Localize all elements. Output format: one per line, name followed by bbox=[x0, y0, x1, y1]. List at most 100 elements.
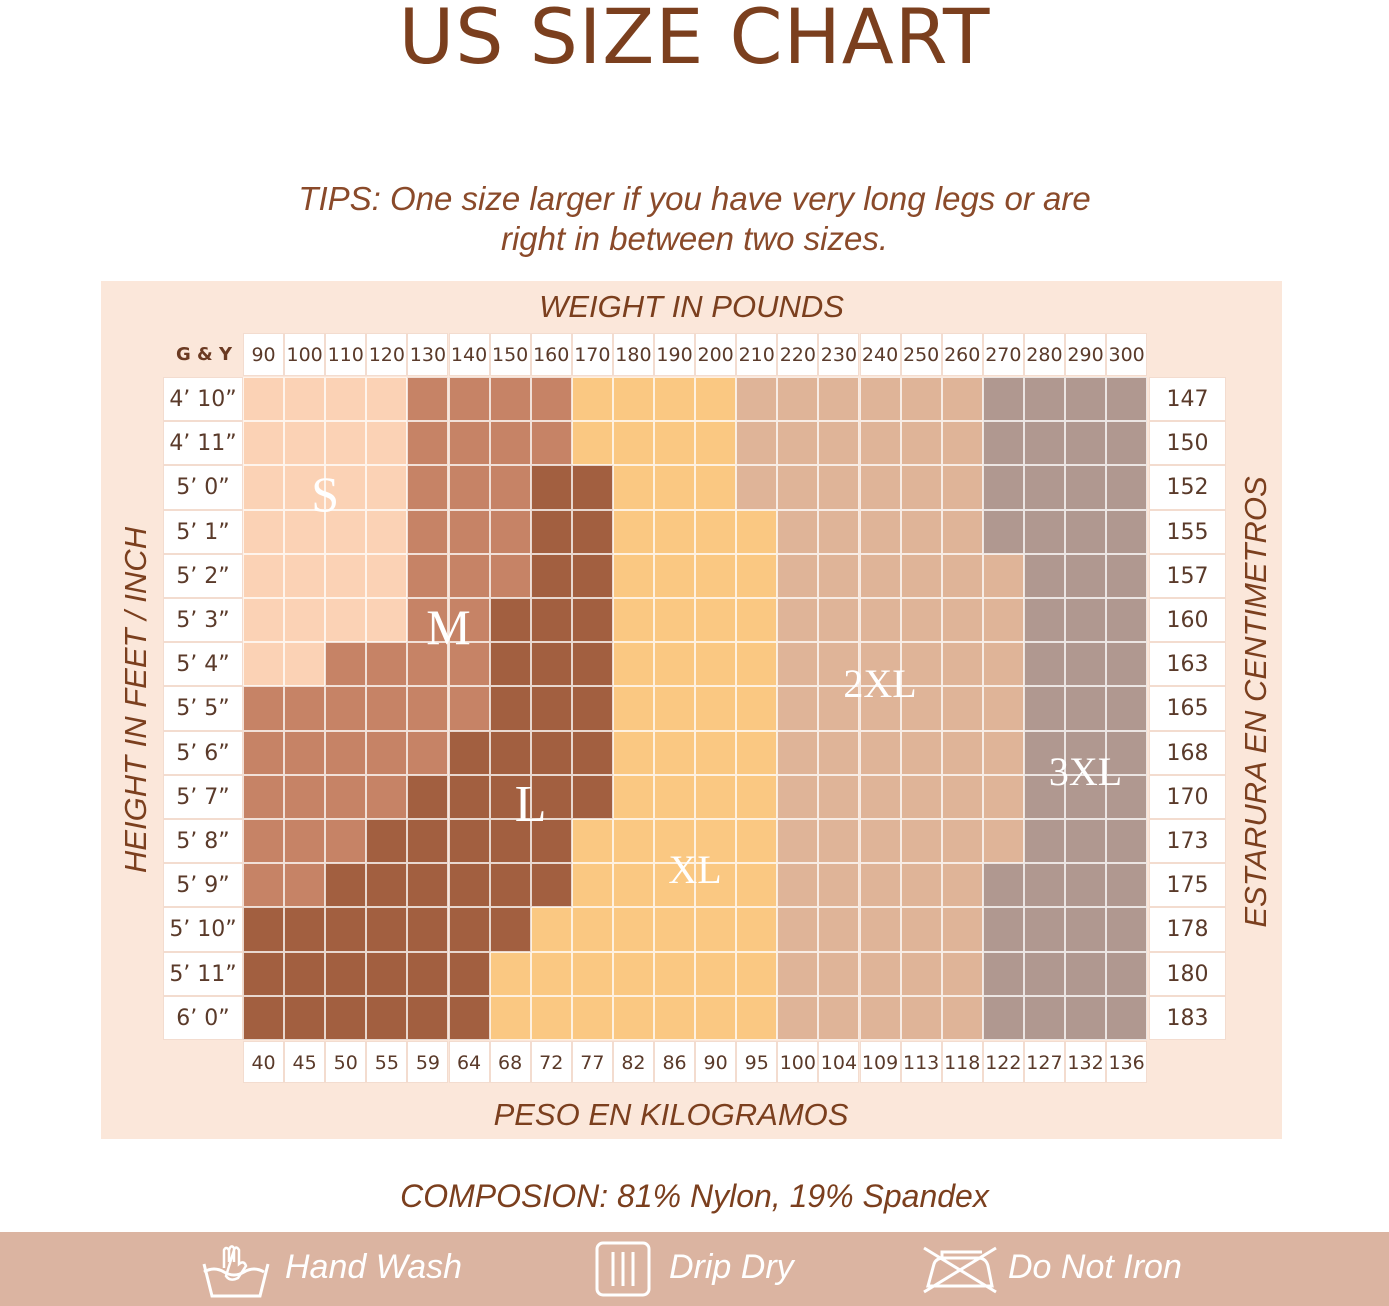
size-cell bbox=[448, 686, 490, 731]
size-cell bbox=[654, 509, 696, 554]
weight-kg-footer-cell bbox=[243, 1041, 285, 1083]
weight-kg-footer-cell bbox=[777, 1041, 819, 1083]
size-cell bbox=[736, 642, 778, 687]
size-cell bbox=[612, 598, 654, 643]
height-ft-cell bbox=[163, 598, 243, 643]
height-ft-label: 5’ 9” bbox=[176, 873, 230, 899]
page-title: US SIZE CHART bbox=[398, 0, 991, 81]
size-cell bbox=[982, 465, 1024, 510]
size-cell bbox=[941, 509, 983, 554]
height-cm-label: 163 bbox=[1166, 652, 1209, 678]
size-label-xl: XL bbox=[668, 846, 722, 892]
weight-lb-header-cell bbox=[654, 333, 696, 376]
size-cell bbox=[407, 509, 449, 554]
size-cell bbox=[777, 730, 819, 775]
height-cm-label: 175 bbox=[1166, 873, 1209, 899]
size-cell bbox=[612, 951, 654, 996]
size-cell bbox=[243, 995, 285, 1040]
size-cell bbox=[407, 598, 449, 643]
tips-line-1: TIPS: One size larger if you have very l… bbox=[298, 180, 1091, 217]
height-ft-cell bbox=[163, 995, 243, 1040]
height-cm-label: 165 bbox=[1166, 696, 1209, 722]
size-cell bbox=[859, 509, 901, 554]
size-cell bbox=[1106, 819, 1148, 864]
weight-lb-label: 280 bbox=[1026, 344, 1063, 366]
size-cell bbox=[941, 819, 983, 864]
height-cm-cell bbox=[1149, 951, 1226, 996]
size-cell bbox=[325, 819, 367, 864]
size-cell bbox=[1023, 598, 1065, 643]
size-cell bbox=[243, 863, 285, 908]
size-cell bbox=[654, 377, 696, 422]
size-cell bbox=[900, 774, 942, 819]
weight-lb-header-cell bbox=[612, 333, 654, 376]
height-ft-cell bbox=[163, 774, 243, 819]
size-cell bbox=[407, 819, 449, 864]
weight-lb-header-cell bbox=[1106, 333, 1148, 376]
size-cell bbox=[695, 553, 737, 598]
weight-lb-label: 250 bbox=[903, 344, 940, 366]
size-cell bbox=[900, 598, 942, 643]
size-cell bbox=[1065, 465, 1107, 510]
size-cell bbox=[1065, 377, 1107, 422]
weight-kg-label: 95 bbox=[744, 1052, 769, 1074]
weight-lb-header-cell bbox=[859, 333, 901, 376]
weight-kg-footer-cell bbox=[818, 1041, 860, 1083]
drip-dry-icon bbox=[595, 1241, 651, 1297]
weight-lb-label: 240 bbox=[861, 344, 899, 366]
size-cell bbox=[818, 686, 860, 731]
care-label-drip-dry: Drip Dry bbox=[669, 1248, 794, 1286]
size-cell bbox=[982, 730, 1024, 775]
weight-lb-header-cell bbox=[448, 333, 490, 376]
weight-lb-header-cell bbox=[695, 333, 737, 376]
size-cell bbox=[736, 995, 778, 1040]
weight-kg-footer-cell bbox=[982, 1041, 1024, 1083]
size-cell bbox=[818, 863, 860, 908]
size-cell bbox=[777, 421, 819, 466]
weight-lb-label: 220 bbox=[779, 344, 816, 366]
size-cell bbox=[818, 465, 860, 510]
weight-kg-label: 118 bbox=[944, 1052, 981, 1074]
size-cell bbox=[900, 995, 942, 1040]
size-cell bbox=[1023, 509, 1065, 554]
weight-kg-label: 100 bbox=[779, 1052, 816, 1074]
weight-lb-header-cell bbox=[325, 333, 367, 376]
weight-lb-header-cell bbox=[489, 333, 531, 376]
height-cm-label: 183 bbox=[1166, 1005, 1209, 1031]
height-ft-cell bbox=[163, 509, 243, 554]
size-cell bbox=[448, 907, 490, 952]
weight-kg-label: 40 bbox=[251, 1052, 276, 1074]
size-cell bbox=[366, 642, 408, 687]
x-axis-label-bottom: PESO EN KILOGRAMOS bbox=[493, 1097, 849, 1132]
size-cell bbox=[695, 509, 737, 554]
size-cell bbox=[1106, 598, 1148, 643]
size-cell bbox=[1106, 907, 1148, 952]
size-cell bbox=[1106, 642, 1148, 687]
size-cell bbox=[325, 421, 367, 466]
size-cell bbox=[1065, 774, 1107, 819]
care-label-hand-wash: Hand Wash bbox=[285, 1248, 463, 1286]
weight-kg-footer-cell bbox=[1023, 1041, 1065, 1083]
height-ft-label: 5’ 0” bbox=[176, 475, 230, 501]
height-cm-label: 155 bbox=[1166, 519, 1209, 545]
height-cm-cell bbox=[1149, 509, 1226, 554]
size-cell bbox=[243, 774, 285, 819]
size-cell bbox=[284, 686, 326, 731]
size-cell bbox=[736, 774, 778, 819]
size-label-3xl: 3XL bbox=[1048, 749, 1123, 795]
height-ft-cell bbox=[163, 863, 243, 908]
size-cell bbox=[736, 819, 778, 864]
size-cell bbox=[1065, 509, 1107, 554]
size-cell bbox=[571, 819, 613, 864]
weight-kg-label: 77 bbox=[580, 1052, 605, 1074]
size-cell bbox=[489, 465, 531, 510]
size-cell bbox=[448, 465, 490, 510]
size-cell bbox=[612, 465, 654, 510]
size-cell bbox=[407, 377, 449, 422]
size-cell bbox=[1065, 598, 1107, 643]
size-cell bbox=[325, 598, 367, 643]
size-cell bbox=[982, 863, 1024, 908]
weight-lb-label: 160 bbox=[533, 344, 570, 366]
weight-kg-footer-cell bbox=[530, 1041, 572, 1083]
size-cell bbox=[1065, 686, 1107, 731]
